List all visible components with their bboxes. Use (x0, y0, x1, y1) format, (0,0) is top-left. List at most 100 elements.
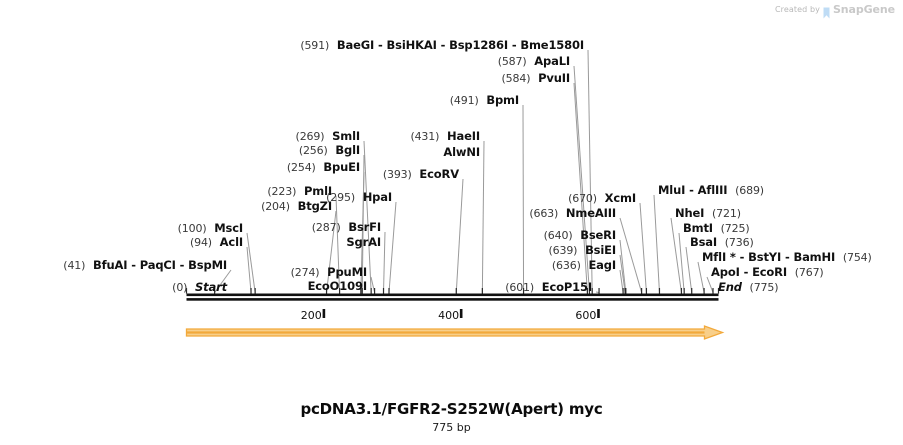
enzyme-label-acli[interactable]: (94) AclI (190, 236, 243, 250)
watermark-prefix: Created by (774, 5, 820, 14)
backbone-group (186, 293, 719, 301)
enzyme-name: Bsp1286I (449, 38, 509, 52)
enzyme-position: (393) (382, 168, 412, 181)
enzyme-position: (591) (300, 39, 330, 52)
enzyme-name: SgrAI (346, 235, 381, 249)
enzyme-name: PpuMI (327, 265, 367, 279)
enzyme-name: AlwNI (443, 145, 480, 159)
enzyme-name: BglI (335, 143, 360, 157)
enzyme-position: (636) (551, 259, 581, 272)
enzyme-position: (584) (501, 72, 531, 85)
enzyme-position: (640) (543, 229, 573, 242)
enzyme-name: XcmI (604, 191, 637, 205)
enzyme-name: ApaLI (534, 54, 570, 68)
enzyme-label-bfuai[interactable]: (41) BfuAI - PaqCI - BspMI (63, 258, 227, 273)
enzyme-label-ecoo109i[interactable]: EcoO109I (308, 280, 368, 293)
enzyme-label-pmli[interactable]: (223) PmlI (267, 184, 332, 199)
enzyme-position: (587) (497, 55, 527, 68)
enzyme-label-ppumi[interactable]: (274) PpuMI (290, 265, 368, 280)
enzyme-position: (639) (548, 244, 578, 257)
enzyme-name: BsiEI (585, 243, 616, 257)
enzyme-position: (100) (177, 222, 207, 235)
enzyme-name: PmlI (303, 184, 332, 198)
enzyme-label-msci[interactable]: (100) MscI (177, 221, 244, 236)
enzyme-position: (204) (261, 200, 290, 213)
enzyme-label-nmeaiii[interactable]: (663) NmeAIII (529, 206, 616, 221)
enzyme-label-nhei[interactable]: NheI (721) (675, 207, 741, 221)
enzyme-name: MscI (214, 221, 243, 235)
enzyme-label-hpai[interactable]: (295) HpaI (326, 190, 392, 205)
orf-arrow-group (185, 325, 725, 340)
enzyme-name: PaqCI (139, 258, 176, 272)
enzyme-label-haeii[interactable]: (431) HaeII (410, 130, 480, 144)
enzyme-label-ecop15i[interactable]: (601) EcoP15I (505, 280, 592, 295)
enzyme-name: BspMI (188, 258, 227, 272)
enzyme-label-btgzi[interactable]: (204) BtgZI (261, 199, 333, 214)
enzyme-name: MflI * (702, 250, 736, 264)
enzyme-name: Start (195, 280, 227, 294)
ruler-group (322, 309, 600, 318)
enzyme-position: (41) (63, 259, 86, 272)
enzyme-label-bsiei[interactable]: (639) BsiEI (548, 243, 617, 258)
enzyme-name: End (718, 280, 742, 294)
enzyme-position: (254) (286, 161, 316, 174)
title-block: pcDNA3.1/FGFR2-S252W(Apert) myc 775 bp (0, 400, 903, 434)
enzyme-position: (725) (720, 222, 750, 235)
name-separator: - (739, 265, 753, 279)
enzyme-label-sgrai[interactable]: SgrAI (346, 236, 381, 249)
enzyme-name: ApoI (711, 265, 740, 279)
enzyme-name: AflIII (697, 183, 728, 197)
enzyme-label-bpuei[interactable]: (254) BpuEI (286, 161, 360, 175)
enzyme-name: BmtI (683, 221, 713, 235)
enzyme-name: BsaI (690, 235, 718, 249)
enzyme-name: BtgZI (297, 199, 333, 213)
enzyme-position: (269) (295, 130, 325, 143)
enzyme-name: EcoRI (752, 265, 788, 279)
enzyme-position: (736) (724, 236, 754, 249)
name-separator: - (127, 258, 140, 272)
enzyme-position: (274) (290, 266, 320, 279)
enzyme-label-apali[interactable]: (587) ApaLI (497, 54, 570, 69)
enzyme-label-end[interactable]: End (775) (718, 280, 779, 295)
enzyme-label-eagi[interactable]: (636) EagI (551, 259, 616, 273)
enzyme-name: HpaI (362, 190, 392, 204)
enzyme-position: (431) (410, 130, 440, 143)
enzyme-name: BstYI (748, 250, 782, 264)
enzyme-name: MluI (658, 183, 686, 197)
enzyme-position: (601) (505, 281, 535, 294)
name-separator: - (508, 38, 521, 52)
enzyme-name: NmeAIII (565, 206, 616, 220)
name-separator: - (175, 258, 189, 272)
name-separator: - (685, 183, 698, 197)
name-separator: - (436, 38, 450, 52)
ruler-tick-label: 600 (575, 309, 597, 322)
enzyme-label-bseri[interactable]: (640) BseRI (543, 229, 617, 243)
enzyme-name: EcoP15I (541, 280, 592, 294)
enzyme-label-start[interactable]: (0) Start (172, 280, 227, 295)
enzyme-label-baegi[interactable]: (591) BaeGI - BsiHKAI - Bsp1286I - Bme15… (300, 38, 584, 53)
ruler-tick-label: 400 (438, 309, 460, 322)
enzyme-label-apoi[interactable]: ApoI - EcoRI (767) (711, 265, 824, 280)
enzyme-position: (754) (842, 251, 872, 264)
enzyme-label-pvuii[interactable]: (584) PvuII (501, 72, 571, 86)
enzyme-label-bmti[interactable]: BmtI (725) (683, 221, 750, 236)
enzyme-position: (0) (172, 281, 188, 294)
enzyme-position: (491) (449, 94, 479, 107)
enzyme-label-bpmi[interactable]: (491) BpmI (449, 94, 519, 108)
enzyme-position: (295) (326, 191, 355, 204)
enzyme-label-alwni[interactable]: AlwNI (443, 146, 480, 159)
enzyme-label-bsai[interactable]: BsaI (736) (690, 235, 754, 250)
enzyme-label-bsrfi[interactable]: (287) BsrFI (312, 221, 381, 235)
name-separator: - (374, 38, 387, 52)
enzyme-position: (223) (267, 185, 297, 198)
snapgene-flag-icon (823, 4, 830, 18)
enzyme-label-bgli[interactable]: (256) BglI (299, 143, 360, 158)
watermark-brand: SnapGene (832, 3, 895, 16)
enzyme-label-mlui-afliii[interactable]: MluI - AflIII (689) (658, 183, 764, 198)
enzyme-label-smli[interactable]: (269) SmlI (295, 130, 361, 144)
enzyme-label-ecorv[interactable]: (393) EcoRV (382, 168, 459, 182)
enzyme-label-xcmi[interactable]: (670) XcmI (568, 191, 637, 206)
enzyme-label-mfli[interactable]: MflI * - BstYI - BamHI (754) (702, 250, 872, 265)
enzyme-position: (670) (568, 192, 597, 205)
